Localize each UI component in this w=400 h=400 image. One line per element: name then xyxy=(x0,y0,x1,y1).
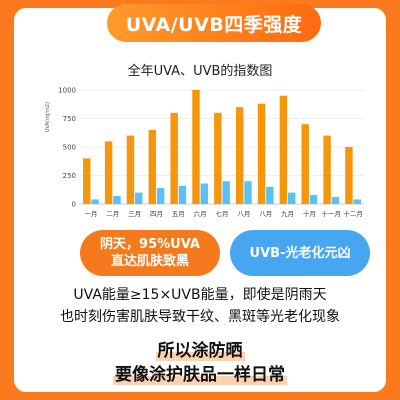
uvb-bar xyxy=(266,186,274,204)
uvb-bar xyxy=(222,181,230,204)
uva-bar xyxy=(301,124,309,204)
cta-line-1-text: 所以涂防晒 xyxy=(155,341,245,361)
page-title: UVA/UVB四季强度 xyxy=(107,4,321,42)
uvb-bar xyxy=(309,194,318,204)
uva-bar xyxy=(192,90,200,204)
uvb-badge-text: UVB-光老化元凶 xyxy=(249,245,351,261)
x-tick-label: 二月 xyxy=(106,210,119,218)
x-tick-label: 九月 xyxy=(281,209,294,218)
x-tick-label: 七月 xyxy=(216,209,229,218)
x-tick-label: 八月 xyxy=(259,210,272,218)
x-tick-label: 六月 xyxy=(194,209,207,218)
uva-bar xyxy=(214,112,222,204)
uvb-bar xyxy=(287,192,296,204)
x-tick-label: 四月 xyxy=(150,210,163,218)
uvb-bar xyxy=(91,199,99,204)
uva-badge-text: 阴天，95%UVA 直达肌肤致黑 xyxy=(100,237,200,269)
uva-bar xyxy=(170,112,178,204)
uva-bar xyxy=(83,158,91,204)
x-tick-label: 十二月 xyxy=(343,209,363,218)
uva-bar xyxy=(323,135,331,204)
uvb-bar xyxy=(244,181,252,204)
uvb-bar xyxy=(200,183,209,204)
x-tick-label: 十一月 xyxy=(321,209,341,218)
cta-line-1: 所以涂防晒 xyxy=(14,336,386,361)
cta-line-2-text: 要像涂护肤品一样日常 xyxy=(113,365,287,385)
y-tick-label: 250 xyxy=(63,172,76,180)
uva-bar xyxy=(257,103,266,204)
y-tick-label: 1000 xyxy=(58,87,76,95)
uva-bar xyxy=(235,107,244,204)
uva-badge: 阴天，95%UVA 直达肌肤致黑 xyxy=(80,230,220,276)
content-card: UVA/UVB四季强度 全年UVA、UVB的指数图 0 250 500 750 1000… xyxy=(14,4,386,392)
uva-bar xyxy=(126,135,135,204)
x-tick-label: 五月 xyxy=(172,210,185,218)
x-tick-label: 八月 xyxy=(237,210,250,218)
uvb-bar xyxy=(135,192,143,204)
body-line-2: 也时刻伤害肌肤导致干纹、黑斑等光老化现象 xyxy=(60,309,340,325)
uvb-bar xyxy=(113,196,121,204)
uva-bar xyxy=(345,147,353,204)
y-tick-label: 500 xyxy=(63,144,76,152)
y-axis-label: UVA(mJ/m2) xyxy=(45,102,51,132)
chart-title: 全年UVA、UVB的指数图 xyxy=(127,64,273,79)
uvb-bar xyxy=(178,185,187,204)
uva-bar xyxy=(148,129,157,204)
uva-bar xyxy=(104,141,113,204)
x-tick-label: 三月 xyxy=(128,210,141,218)
uvb-bar xyxy=(331,197,340,204)
uvb-badge: UVB-光老化元凶 xyxy=(230,230,370,276)
body-line-1: UVA能量≥15×UVB能量，即使是阴雨天 xyxy=(73,287,327,303)
cta-line-2: 要像涂护肤品一样日常 xyxy=(14,360,386,385)
uva-bar xyxy=(279,95,288,204)
uvb-bar xyxy=(353,199,361,204)
y-tick-label: 0 xyxy=(72,201,76,209)
y-tick-label: 750 xyxy=(63,115,76,123)
x-tick-label: 十月 xyxy=(303,209,316,218)
uvb-bar xyxy=(156,188,165,204)
x-tick-label: 一月 xyxy=(84,210,97,218)
